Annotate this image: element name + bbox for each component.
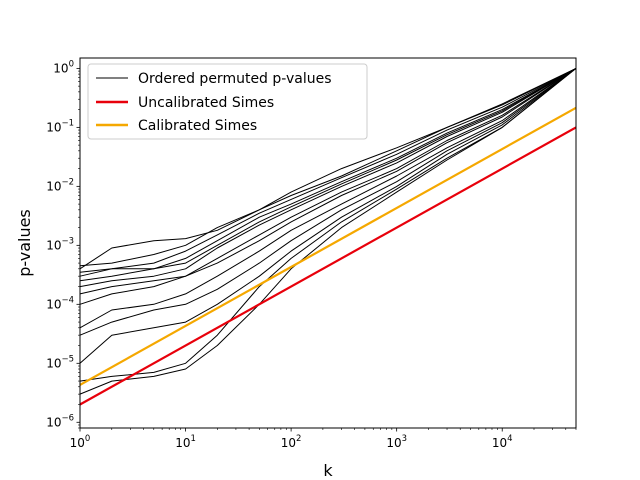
legend-label-calibrated: Calibrated Simes — [138, 118, 257, 134]
y-tick-label: 10−4 — [46, 295, 74, 311]
y-tick-label: 100 — [53, 59, 74, 75]
permuted-pvalue-line — [79, 67, 577, 277]
y-tick-label: 10−3 — [46, 236, 74, 252]
permuted-pvalue-line — [79, 67, 577, 273]
permuted-pvalue-line — [79, 67, 577, 295]
permuted-pvalue-line — [79, 67, 577, 336]
permuted-pvalue-line — [79, 68, 577, 395]
calibrated-simes-line — [79, 106, 577, 386]
permuted-pvalue-line — [79, 68, 577, 364]
x-tick-label: 103 — [386, 434, 407, 450]
legend-label-uncalibrated: Uncalibrated Simes — [138, 95, 274, 111]
x-axis-label: k — [323, 461, 333, 480]
y-tick-label: 10−1 — [46, 118, 74, 134]
y-axis-label: p-values — [15, 209, 34, 277]
tick-layer: 100 101 102 103 104 10−6 10−5 10−4 10−3 10−2 10−1 1… — [46, 59, 577, 450]
permuted-pvalue-line — [79, 68, 577, 382]
x-tick-label: 100 — [70, 434, 91, 450]
permuted-pvalue-line — [79, 67, 577, 270]
series-layer — [79, 67, 577, 406]
legend: Ordered permuted p-values Uncalibrated S… — [87, 63, 368, 140]
x-tick-label: 101 — [175, 434, 196, 450]
uncalibrated-simes-line — [79, 126, 577, 406]
plot-area-frame — [79, 57, 577, 429]
permuted-pvalue-line — [79, 67, 577, 329]
y-tick-label: 10−2 — [46, 177, 74, 193]
y-tick-label: 10−5 — [46, 354, 74, 370]
legend-box — [87, 63, 368, 140]
permuted-pvalue-line — [79, 67, 577, 288]
x-tick-label: 104 — [492, 434, 513, 450]
permuted-pvalue-line — [79, 67, 577, 305]
legend-label-permuted: Ordered permuted p-values — [138, 71, 331, 87]
permuted-pvalue-line — [79, 67, 577, 282]
x-tick-label: 102 — [281, 434, 302, 450]
y-tick-label: 10−6 — [46, 413, 74, 429]
